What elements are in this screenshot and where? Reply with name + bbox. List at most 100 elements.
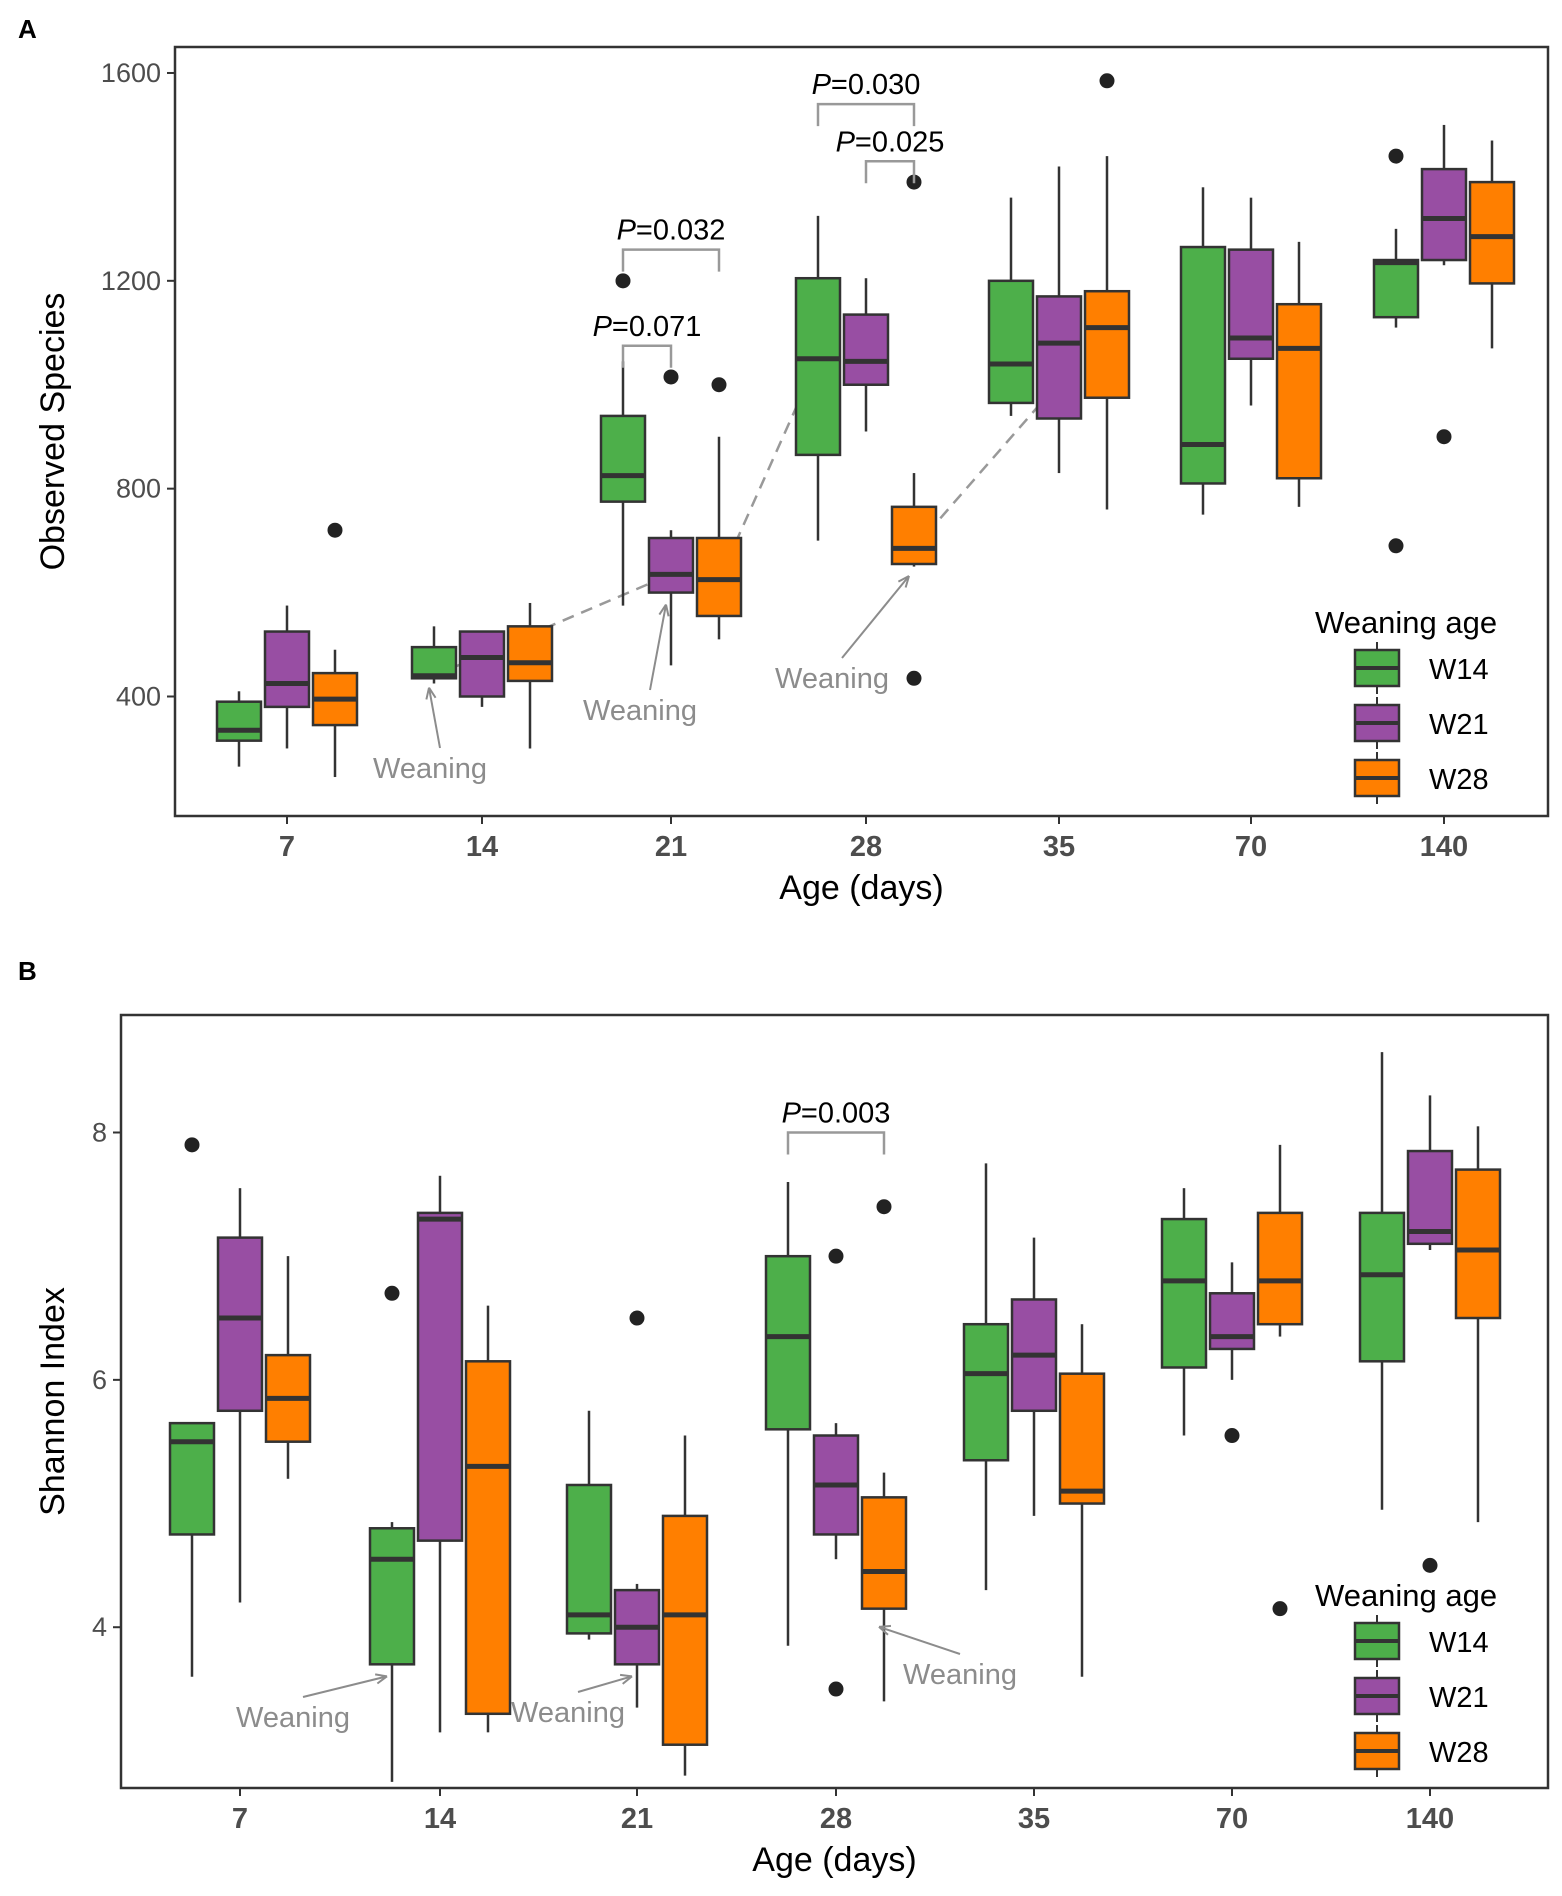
box-w21 [1208, 1292, 1256, 1351]
p-value-label: P=0.032 [617, 215, 726, 247]
legend-title: Weaning age [1315, 1578, 1497, 1613]
outlier-point [876, 1199, 892, 1215]
y-tick-label: 6 [92, 1365, 107, 1395]
box-w21 [458, 630, 506, 698]
box-w28 [1468, 180, 1516, 285]
outlier-point [828, 1248, 844, 1264]
p-value-label: P=0.030 [812, 69, 921, 101]
x-tick-label: 140 [1420, 831, 1468, 863]
x-tick-label: 140 [1406, 1803, 1454, 1835]
outlier-point [615, 273, 631, 289]
outlier-point [384, 1285, 400, 1301]
x-axis-title: Age (days) [752, 1841, 916, 1879]
weaning-arrow [428, 687, 441, 749]
outlier-point [1272, 1601, 1288, 1617]
outlier-point [629, 1310, 645, 1326]
box-w14 [987, 279, 1035, 405]
x-tick-label: 28 [850, 831, 882, 863]
weaning-label: Weaning [775, 663, 889, 695]
y-axis-title: Observed Species [34, 293, 72, 571]
outlier-point [1388, 148, 1404, 164]
outlier-point [1422, 1557, 1438, 1573]
box-w28 [1256, 1211, 1304, 1326]
box-w14 [215, 700, 263, 742]
y-axis-title: Shannon Index [34, 1287, 72, 1516]
outlier-point [1388, 538, 1404, 554]
legend-label: W14 [1429, 654, 1489, 686]
box-w14 [1358, 1211, 1406, 1363]
weaning-arrowhead [897, 575, 910, 588]
outlier-point [327, 522, 343, 538]
x-tick-label: 14 [424, 1803, 456, 1835]
significance-bracket [786, 1131, 886, 1155]
x-tick-label: 35 [1018, 1803, 1050, 1835]
weaning-label: Weaning [583, 695, 697, 727]
box-w28 [860, 1496, 908, 1610]
box-w21 [1035, 295, 1083, 420]
x-tick-label: 14 [466, 831, 498, 863]
plot-frame [173, 45, 1550, 818]
x-tick-label: 70 [1216, 1803, 1248, 1835]
box-w28 [464, 1360, 512, 1716]
legend-label: W14 [1429, 1627, 1489, 1659]
box-w14 [764, 1254, 812, 1431]
x-tick-label: 28 [820, 1803, 852, 1835]
box-w28 [1083, 289, 1131, 399]
panel-b-letter: B [18, 956, 37, 986]
y-tick-label: 8 [92, 1117, 107, 1147]
y-tick-label: 4 [92, 1612, 107, 1642]
panel-a-letter: A [18, 14, 37, 44]
weaning-arrow [878, 1625, 961, 1655]
legend-label: W21 [1429, 709, 1489, 741]
plot-frame [119, 1013, 1550, 1790]
box-w21 [263, 630, 311, 709]
weaning-label: Weaning [373, 753, 487, 785]
box-w28 [890, 505, 938, 566]
x-tick-label: 21 [655, 831, 687, 863]
p-value-label: P=0.025 [836, 126, 945, 158]
weaning-arrowhead [878, 1624, 892, 1636]
box-w14 [599, 414, 647, 503]
significance-bracket [621, 248, 721, 272]
outlier-point [1099, 73, 1115, 89]
x-tick-label: 21 [621, 1803, 653, 1835]
box-w21 [647, 536, 695, 594]
significance-bracket [816, 102, 916, 127]
box-w21 [1406, 1149, 1454, 1246]
significance-bracket [864, 160, 916, 184]
box-w28 [1058, 1372, 1106, 1505]
x-tick-label: 70 [1235, 831, 1267, 863]
legend-label: W21 [1429, 1682, 1489, 1714]
significance-bracket [621, 344, 673, 368]
outlier-point [1436, 429, 1452, 445]
box-w21 [842, 313, 890, 386]
box-w28 [661, 1514, 709, 1746]
x-axis-title: Age (days) [779, 869, 943, 907]
outlier-point [663, 369, 679, 385]
outlier-point [1224, 1428, 1240, 1444]
weaning-arrow [302, 1675, 388, 1698]
legend-label: W28 [1429, 1737, 1489, 1769]
outlier-point [711, 377, 727, 393]
x-tick-label: 7 [232, 1803, 248, 1835]
box-w14 [410, 645, 458, 680]
weaning-arrow [649, 604, 667, 691]
y-tick-label: 1200 [101, 266, 161, 296]
box-w21 [1420, 167, 1468, 262]
legend-label: W28 [1429, 764, 1489, 796]
outlier-point [906, 670, 922, 686]
weaning-label: Weaning [236, 1702, 350, 1734]
box-w14 [1160, 1217, 1208, 1369]
box-w28 [506, 625, 554, 683]
p-value-label: P=0.003 [782, 1097, 891, 1129]
weaning-arrow [841, 575, 910, 659]
y-tick-label: 800 [116, 474, 161, 504]
weaning-arrowhead [374, 1673, 388, 1685]
weaning-arrowhead [619, 1673, 633, 1685]
box-w21 [216, 1236, 264, 1413]
x-tick-label: 35 [1043, 831, 1075, 863]
x-tick-label: 7 [279, 831, 295, 863]
box-w28 [695, 536, 743, 618]
y-tick-label: 1600 [101, 58, 161, 88]
